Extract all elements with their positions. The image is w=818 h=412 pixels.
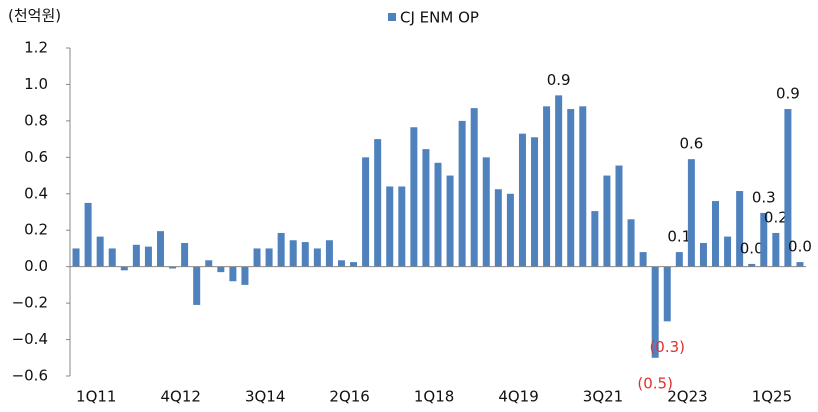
bar — [410, 127, 418, 267]
legend-swatch — [388, 13, 396, 21]
data-label: 0.0 — [740, 239, 764, 257]
bar — [555, 95, 563, 267]
bar — [289, 240, 297, 267]
data-label: 0.0 — [788, 238, 812, 256]
bar — [579, 106, 587, 267]
bar — [470, 108, 478, 267]
bar — [362, 157, 370, 267]
bar — [422, 149, 430, 267]
bar — [337, 260, 345, 267]
y-tick-label: 0.6 — [24, 148, 48, 166]
bar — [458, 120, 466, 267]
bar — [96, 236, 104, 267]
bar — [265, 248, 273, 267]
bar — [724, 236, 732, 267]
y-tick-label: 0.0 — [24, 257, 48, 275]
bar — [506, 193, 514, 267]
data-label: 0.3 — [752, 188, 776, 206]
y-tick-label: −0.2 — [12, 294, 48, 312]
bar — [615, 165, 623, 267]
y-tick-label: −0.4 — [12, 330, 48, 348]
y-tick-label: 1.2 — [24, 39, 48, 57]
y-tick-label: −0.6 — [12, 367, 48, 385]
bar — [603, 175, 611, 267]
bar — [169, 266, 177, 269]
y-tick-label: 1.0 — [24, 75, 48, 93]
bar — [301, 242, 309, 267]
x-tick-label: 3Q21 — [583, 388, 623, 406]
unit-label: (천억원) — [8, 7, 61, 25]
bar — [313, 248, 321, 267]
bar — [482, 157, 490, 267]
bar — [543, 106, 551, 267]
bar — [193, 266, 201, 305]
bar — [760, 212, 768, 267]
bar — [494, 189, 502, 267]
y-tick-label: 0.8 — [24, 111, 48, 129]
bar — [772, 232, 780, 267]
bar — [736, 191, 744, 267]
bar — [639, 252, 647, 267]
data-label: 0.6 — [679, 135, 703, 153]
bar — [567, 109, 575, 267]
bar — [374, 139, 382, 267]
bar — [84, 202, 92, 267]
x-tick-label: 1Q25 — [752, 388, 792, 406]
bar — [675, 252, 683, 267]
bar — [784, 109, 792, 267]
bar — [796, 262, 804, 267]
bar — [398, 186, 406, 267]
legend-label: CJ ENM OP — [400, 9, 479, 27]
bar — [108, 248, 116, 267]
bar — [241, 266, 249, 285]
bar — [712, 201, 720, 267]
data-label: 0.9 — [776, 85, 800, 103]
x-tick-label: 1Q18 — [414, 388, 454, 406]
data-label: 0.2 — [764, 208, 788, 226]
bar — [144, 246, 152, 267]
bar — [181, 242, 189, 267]
bar — [156, 231, 164, 267]
bar — [531, 137, 539, 267]
bar — [350, 262, 358, 267]
bar — [663, 266, 671, 322]
data-label: (0.3) — [649, 338, 685, 356]
bar — [132, 244, 140, 267]
bar — [446, 175, 454, 267]
bar — [120, 266, 128, 271]
bar — [217, 266, 225, 273]
y-tick-label: 0.4 — [24, 184, 48, 202]
x-tick-label: 2Q16 — [329, 388, 369, 406]
bar — [591, 211, 599, 267]
y-tick-label: 0.2 — [24, 221, 48, 239]
data-label: 0.9 — [547, 71, 571, 89]
x-tick-label: 4Q19 — [498, 388, 538, 406]
bar — [325, 240, 333, 267]
bar — [72, 248, 80, 267]
bar — [434, 162, 442, 267]
bar — [386, 186, 394, 267]
x-tick-label: 2Q23 — [667, 388, 707, 406]
bar — [627, 219, 635, 267]
bar — [699, 242, 707, 267]
x-tick-label: 1Q11 — [76, 388, 116, 406]
bar — [651, 266, 659, 358]
x-tick-label: 4Q12 — [160, 388, 200, 406]
bar — [518, 133, 526, 267]
data-label: 0.1 — [667, 228, 691, 246]
data-label: (0.5) — [637, 374, 673, 392]
bar — [748, 263, 756, 267]
bar — [205, 260, 213, 267]
x-tick-label: 3Q14 — [245, 388, 285, 406]
bar — [229, 266, 237, 282]
bar — [687, 159, 695, 267]
bar — [277, 232, 285, 267]
bar — [253, 248, 261, 267]
